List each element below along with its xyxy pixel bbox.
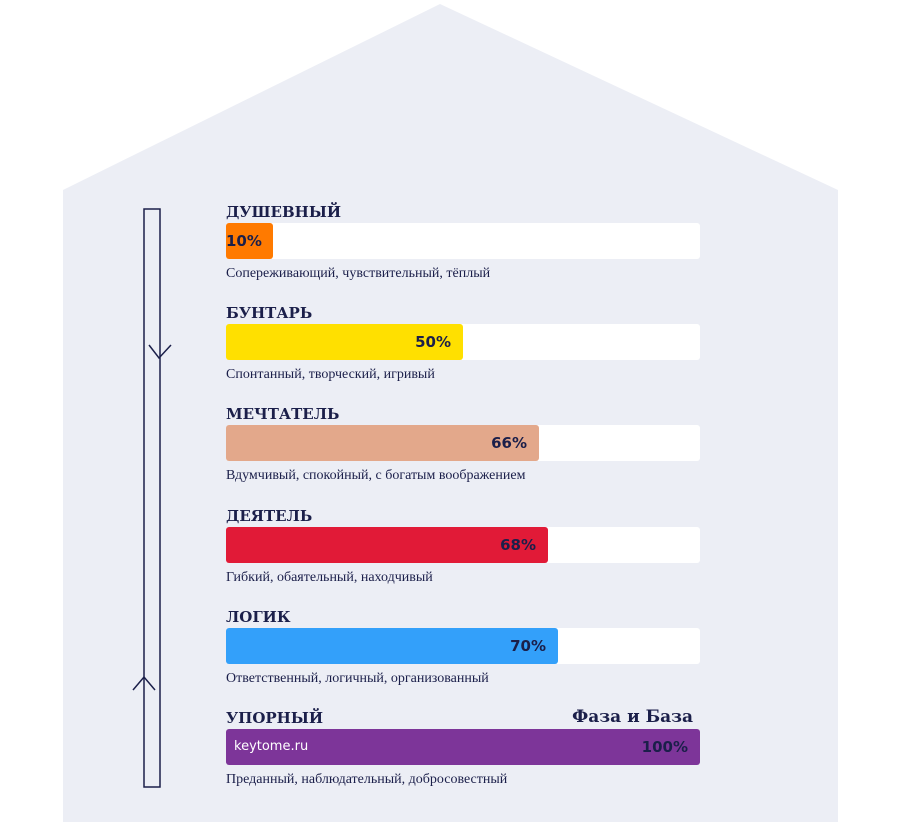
house-shape (63, 4, 838, 822)
bar (226, 223, 273, 259)
bar-row: БУНТАРЬ 50% Спонтанный, творческий, игривы… (226, 303, 701, 384)
bar-category-label: ЛОГИК (226, 607, 291, 626)
bar-category-label: УПОРНЫЙ (226, 709, 324, 727)
bar-value-label: 10% (226, 232, 262, 250)
bar-track: 100% keytome.ru (226, 729, 700, 765)
bar-row: ЛОГИК 70% Ответственный, логичный, организ… (226, 607, 701, 688)
bar (226, 627, 558, 664)
arrow-down-icon (148, 344, 172, 360)
bar-value-label: 50% (415, 333, 451, 352)
bar-description: Спонтанный, творческий, игривый (226, 367, 435, 383)
bar (226, 324, 463, 361)
bar-category-label: ДУШЕВНЫЙ (226, 203, 342, 221)
bar-track: 68% (226, 526, 700, 563)
bar-category-label: БУНТАРЬ (226, 304, 313, 323)
elevator-shaft (143, 208, 161, 788)
bar-description: Вдумчивый, спокойный, с богатым воображе… (226, 468, 526, 484)
bar-row: ДЕЯТЕЛЬ 68% Гибкий, обаятельный, находчивы… (226, 506, 701, 587)
bar-track: 10% (226, 223, 700, 259)
bar-row: ДУШЕВНЫЙ 10% Сопереживающий, чувствительны… (226, 202, 701, 283)
bar-value-label: 66% (491, 434, 527, 453)
bar-row: УПОРНЫЙ Фаза и База 100% keytome.ru Преданны… (226, 707, 701, 789)
bar (226, 526, 548, 563)
bar-description: Гибкий, обаятельный, находчивый (226, 569, 433, 585)
bar-value-label: 70% (510, 636, 546, 655)
watermark-text: keytome.ru (234, 739, 309, 754)
bar-value-label: 68% (500, 535, 536, 554)
bar-description: Ответственный, логичный, организованный (226, 670, 489, 686)
bar-category-label: ДЕЯТЕЛЬ (226, 506, 313, 525)
bar-description: Преданный, наблюдательный, добросовестны… (226, 772, 508, 787)
bar-track: 70% (226, 627, 700, 664)
bar-description: Сопереживающий, чувствительный, тёплый (226, 266, 491, 281)
bar-value-label: 100% (641, 738, 688, 756)
brand-label: Фаза и База (572, 707, 693, 727)
bar-track: 66% (226, 425, 700, 462)
arrow-up-icon (132, 675, 156, 691)
bar-row: МЕЧТАТЕЛЬ 66% Вдумчивый, спокойный, с бога… (226, 404, 701, 485)
bar (226, 729, 700, 765)
bar-category-label: МЕЧТАТЕЛЬ (226, 405, 340, 424)
bar-track: 50% (226, 324, 700, 361)
bar (226, 425, 539, 462)
